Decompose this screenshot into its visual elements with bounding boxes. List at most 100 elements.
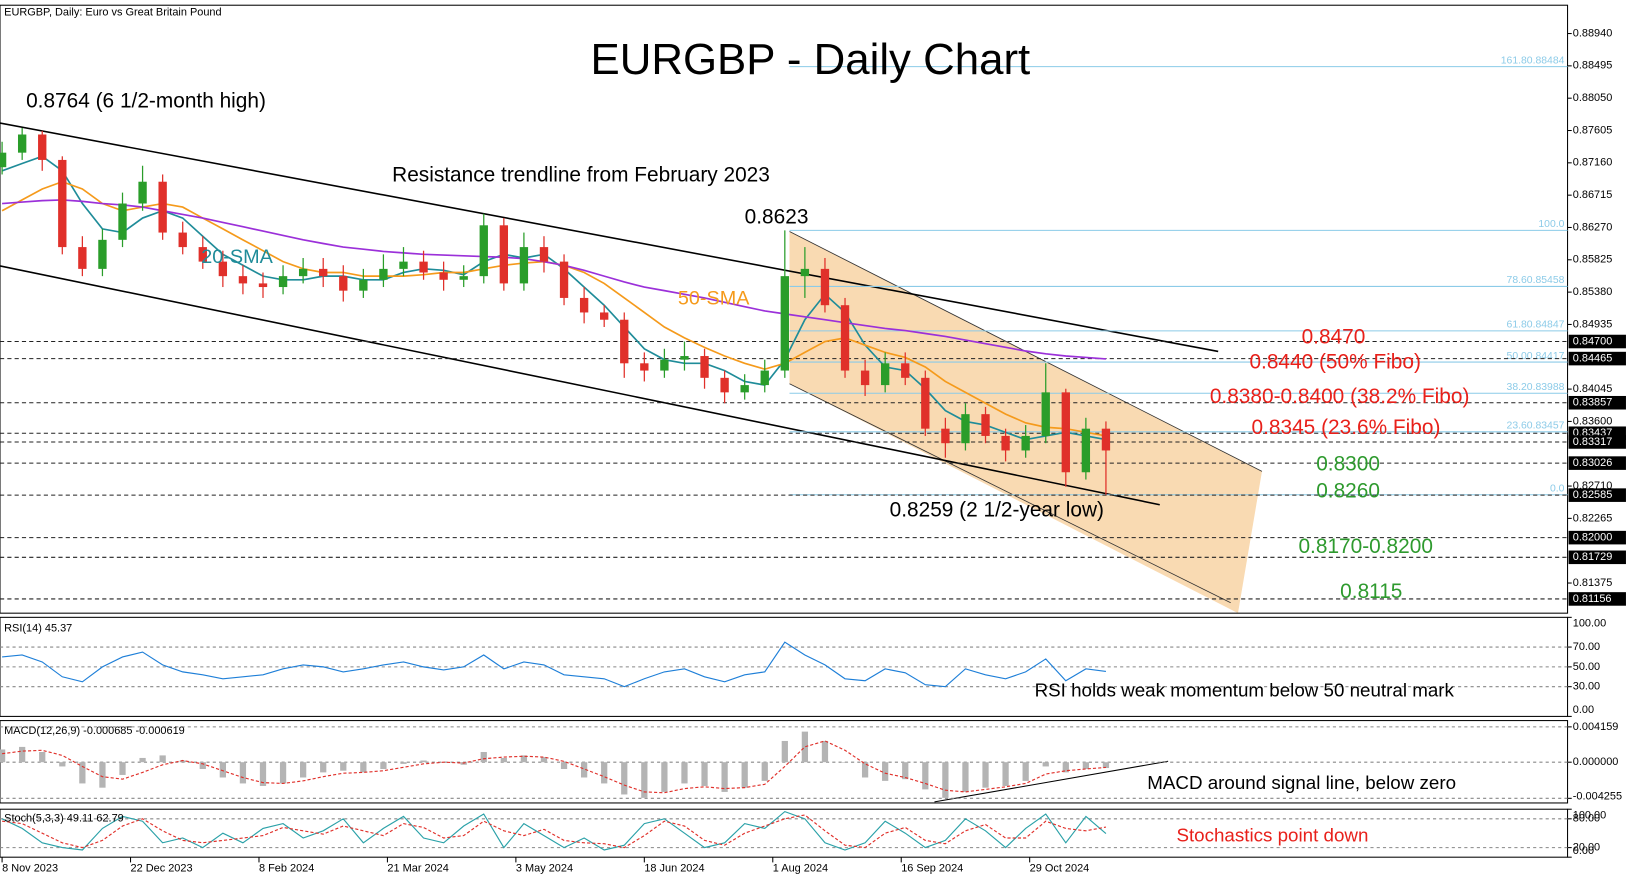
candle-body bbox=[178, 232, 187, 248]
candle-body bbox=[138, 181, 147, 204]
level-label: 0.82585 bbox=[1573, 489, 1613, 501]
support-label: 0.8170-0.8200 bbox=[1298, 535, 1432, 558]
candle-body bbox=[339, 276, 348, 291]
macd-bar bbox=[300, 762, 307, 778]
candle-body bbox=[1021, 435, 1030, 451]
candle-body bbox=[499, 225, 509, 284]
macd-bar bbox=[19, 746, 26, 763]
indicator-line bbox=[2, 641, 1107, 688]
support-label: 0.8260 bbox=[1316, 480, 1380, 503]
candle-body bbox=[459, 276, 468, 280]
macd-bar bbox=[761, 762, 768, 781]
macd-bar bbox=[1022, 762, 1029, 781]
macd-bar bbox=[159, 755, 166, 763]
fibo-label: 0.0 bbox=[1550, 483, 1565, 494]
candle-body bbox=[519, 247, 529, 284]
macd-bar bbox=[39, 752, 46, 763]
annotations: EURGBP, Daily: Euro vs Great Britain Pou… bbox=[4, 6, 1469, 845]
level-label: 0.81729 bbox=[1573, 551, 1613, 563]
support-label: 0.8300 bbox=[1316, 453, 1380, 476]
y-tick-label: 100.00 bbox=[1573, 617, 1606, 629]
fibo-level: 0.0 bbox=[1550, 483, 1565, 494]
chart-header: EURGBP, Daily: Euro vs Great Britain Pou… bbox=[4, 6, 221, 18]
candle-body bbox=[981, 414, 990, 436]
macd-bar bbox=[781, 740, 788, 763]
macd-bar bbox=[500, 757, 507, 763]
fibo-label: 38.20.83988 bbox=[1507, 382, 1565, 393]
y-tick-label: 0.87160 bbox=[1573, 157, 1613, 169]
annotation: MACD around signal line, below zero bbox=[1147, 772, 1456, 793]
candle-body bbox=[98, 239, 107, 269]
macd-bar bbox=[721, 762, 728, 792]
macd-bar bbox=[580, 762, 588, 778]
y-tick-label: 0.00 bbox=[1573, 704, 1594, 716]
fibo-level: 23.6 bbox=[1507, 420, 1527, 431]
annotation: 0.8259 (2 1/2-year low) bbox=[890, 498, 1104, 521]
macd-bar bbox=[1102, 762, 1110, 769]
macd-bar bbox=[340, 762, 347, 771]
y-tick-label: 0.84045 bbox=[1573, 383, 1613, 395]
macd-bar bbox=[601, 762, 608, 784]
y-tick-label: 0.84935 bbox=[1573, 318, 1613, 330]
candle-body bbox=[579, 297, 589, 313]
y-tick-label: 0.86715 bbox=[1573, 189, 1613, 201]
candle-body bbox=[78, 247, 87, 269]
resistance-trendline bbox=[0, 122, 1219, 353]
candle-body bbox=[218, 261, 228, 277]
fibo-price: 0.88484 bbox=[1527, 55, 1565, 66]
candle-body bbox=[880, 363, 890, 386]
macd-bar bbox=[1082, 762, 1089, 769]
macd-bar bbox=[59, 762, 66, 767]
macd-bar bbox=[320, 762, 327, 773]
candle-body bbox=[399, 261, 408, 269]
candle-body bbox=[961, 414, 970, 444]
fibo-price: 0.83457 bbox=[1527, 420, 1565, 431]
macd-bar bbox=[1062, 762, 1069, 773]
candle-body bbox=[1041, 392, 1050, 436]
panel-header: RSI(14) 45.37 bbox=[4, 623, 72, 635]
fibo-price: 0.83988 bbox=[1527, 382, 1565, 393]
macd-bar bbox=[841, 762, 849, 763]
panel-header: Stoch(5,3,3) 49.11 62.79 bbox=[4, 812, 124, 824]
fibo-level: 50.0 bbox=[1507, 351, 1527, 362]
level-label: 0.81156 bbox=[1573, 593, 1612, 605]
x-tick-label: 22 Dec 2023 bbox=[131, 863, 193, 875]
y-tick-label: 0.88050 bbox=[1573, 92, 1613, 104]
macd-bar bbox=[119, 762, 126, 775]
resistance-label: 0.8380-0.8400 (38.2% Fibo) bbox=[1210, 385, 1470, 408]
macd-bar bbox=[259, 762, 267, 786]
macd-bar bbox=[962, 762, 969, 792]
macd-bar bbox=[560, 762, 568, 769]
y-tick-label: 0.83600 bbox=[1573, 415, 1613, 427]
candle-body bbox=[1081, 428, 1091, 473]
fibo-label: 50.00.84417 bbox=[1507, 351, 1565, 362]
x-tick-label: 16 Sep 2024 bbox=[901, 863, 963, 875]
macd-bar bbox=[380, 762, 387, 769]
y-tick-label: 0.85825 bbox=[1573, 254, 1613, 266]
macd-bar bbox=[179, 760, 186, 763]
panel-frame bbox=[0, 4, 1569, 614]
sma-line bbox=[2, 199, 1107, 360]
x-tick-label: 8 Feb 2024 bbox=[259, 863, 314, 875]
macd-bar bbox=[139, 757, 146, 763]
panel-frame bbox=[0, 808, 1569, 858]
x-tick-label: 29 Oct 2024 bbox=[1030, 863, 1090, 875]
resistance-label: 0.8440 (50% Fibo) bbox=[1249, 350, 1420, 373]
panel-header: MACD(12,26,9) -0.000685 -0.000619 bbox=[4, 725, 185, 737]
y-tick-label: 0.87605 bbox=[1573, 124, 1613, 136]
macd-bar bbox=[480, 752, 487, 763]
y-tick-label: 0.82710 bbox=[1573, 480, 1613, 492]
macd-bar bbox=[701, 762, 708, 786]
annotation: RSI holds weak momentum below 50 neutral… bbox=[1035, 679, 1455, 700]
fibo-price: 0.84417 bbox=[1527, 351, 1565, 362]
y-tick-label: 0.86270 bbox=[1573, 221, 1613, 233]
fibo-label: 161.80.88484 bbox=[1501, 55, 1565, 66]
candle-body bbox=[238, 276, 248, 284]
candle-body bbox=[760, 370, 769, 386]
macd-bar bbox=[982, 762, 989, 788]
y-tick-label: 0.00 bbox=[1573, 845, 1594, 857]
level-box bbox=[1568, 456, 1626, 470]
level-label: 0.84700 bbox=[1573, 335, 1613, 347]
y-tick-label: 0.004159 bbox=[1573, 721, 1619, 733]
level-box bbox=[1568, 395, 1626, 410]
